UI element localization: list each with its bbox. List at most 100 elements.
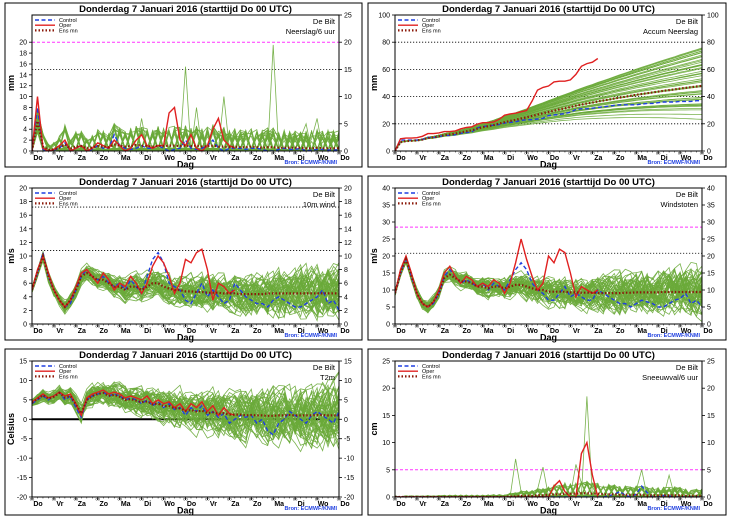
y-tick-label-right: 0 [344, 322, 348, 329]
y-tick-label: 8 [23, 267, 27, 274]
x-day-label: Di [298, 155, 305, 162]
x-day-label: Do [550, 501, 559, 508]
x-day-label: Do [340, 328, 349, 335]
x-hour-label: 00 [74, 497, 79, 502]
x-day-label: Ma [484, 155, 494, 162]
legend-label-ensmn: Ens mn [422, 374, 441, 380]
y-tick-label-right: 6 [344, 281, 348, 288]
y-tick-label-right: 20 [707, 121, 715, 128]
y-tick-label-right: 60 [707, 67, 715, 74]
y-tick-label: 10 [19, 94, 27, 101]
x-day-label: Zo [463, 328, 472, 335]
y-tick-label-right: 25 [707, 237, 715, 244]
x-hour-label: 00 [205, 151, 210, 156]
x-axis-label: Dag [177, 333, 194, 343]
ensemble-member-line [395, 255, 702, 309]
x-day-label: Di [144, 328, 151, 335]
x-day-label: Wo [681, 155, 692, 162]
y-tick-label: 5 [23, 397, 27, 404]
y-tick-label: 25 [382, 237, 390, 244]
ensemble-member-line [395, 256, 702, 318]
ensemble-member-line [32, 124, 339, 151]
x-hour-label: 00 [415, 324, 420, 329]
x-hour-label: 00 [315, 497, 320, 502]
chart-panel-t2m: Donderdag 7 Januari 2016 (starttijd Do 0… [4, 348, 363, 516]
source-credit: Bron: ECMWF/KNMI [284, 160, 337, 166]
x-day-label: Do [340, 501, 349, 508]
y-tick-label-right: 40 [707, 94, 715, 101]
ensemble-member-line [395, 113, 702, 151]
x-day-label: Ma [274, 328, 284, 335]
y-tick-label: 12 [19, 240, 27, 247]
x-day-label: Zo [100, 328, 109, 335]
x-hour-label: 00 [315, 324, 320, 329]
plot-area [32, 371, 339, 453]
x-day-label: Wo [527, 155, 538, 162]
x-hour-label: 00 [700, 324, 705, 329]
station-name: De Bilt [676, 190, 699, 199]
x-hour-label: 00 [227, 497, 232, 502]
y-tick-label-right: 0 [344, 417, 348, 424]
x-day-label: Za [441, 155, 449, 162]
x-hour-label: 00 [415, 151, 420, 156]
x-day-label: Wo [164, 328, 175, 335]
series-line-ens-mn [395, 84, 702, 151]
legend-label-control: Control [59, 364, 77, 370]
x-day-label: Wo [681, 501, 692, 508]
x-day-label: Vr [573, 501, 580, 508]
x-day-label: Do [703, 155, 712, 162]
x-day-label: Do [187, 155, 196, 162]
x-hour-label: 00 [502, 497, 507, 502]
x-hour-label: 00 [117, 324, 122, 329]
x-day-label: Do [187, 328, 196, 335]
chart-panel-wind: Donderdag 7 Januari 2016 (starttijd Do 0… [4, 175, 363, 343]
x-day-label: Zo [616, 501, 625, 508]
y-tick-label-right: 5 [344, 397, 348, 404]
y-tick-label: 5 [386, 305, 390, 312]
x-hour-label: 00 [139, 497, 144, 502]
x-day-label: Za [78, 328, 86, 335]
y-tick-label-right: 20 [707, 386, 715, 393]
x-hour-label: 00 [568, 151, 573, 156]
x-day-label: Ma [637, 155, 647, 162]
series-line-control [395, 99, 702, 151]
x-day-label: Do [703, 501, 712, 508]
y-tick-label: 0 [386, 322, 390, 329]
x-hour-label: 00 [139, 324, 144, 329]
ensemble-member-line [32, 381, 339, 449]
y-tick-label: 25 [382, 359, 390, 366]
y-tick-label-right: -5 [344, 436, 350, 443]
x-day-label: Vr [419, 501, 426, 508]
x-hour-label: 00 [271, 151, 276, 156]
x-day-label: Zo [253, 501, 262, 508]
y-tick-label: 20 [19, 40, 27, 47]
x-hour-label: 00 [678, 151, 683, 156]
x-hour-label: 00 [393, 151, 398, 156]
y-tick-label-right: 10 [344, 378, 352, 385]
x-day-label: Vr [210, 501, 217, 508]
source-credit: Bron: ECMWF/KNMI [647, 333, 700, 339]
x-hour-label: 00 [52, 151, 57, 156]
legend-label-ensmn: Ens mn [59, 201, 78, 207]
y-tick-label: 10 [19, 254, 27, 261]
chart-title: Donderdag 7 Januari 2016 (starttijd Do 0… [79, 4, 292, 15]
x-day-label: Zo [100, 501, 109, 508]
x-hour-label: 00 [74, 324, 79, 329]
x-hour-label: 00 [612, 497, 617, 502]
x-hour-label: 00 [74, 151, 79, 156]
y-axis-label: cm [369, 422, 379, 435]
y-tick-label-right: 10 [344, 254, 352, 261]
x-hour-label: 00 [678, 324, 683, 329]
x-hour-label: 00 [502, 324, 507, 329]
y-tick-label-right: 5 [344, 121, 348, 128]
x-hour-label: 00 [30, 151, 35, 156]
y-tick-label-right: 30 [707, 220, 715, 227]
legend-label-oper: Oper [422, 369, 434, 375]
x-day-label: Zo [253, 155, 262, 162]
x-hour-label: 00 [30, 324, 35, 329]
x-day-label: Ma [121, 155, 131, 162]
x-day-label: Za [594, 501, 602, 508]
y-tick-label: 80 [382, 40, 390, 47]
